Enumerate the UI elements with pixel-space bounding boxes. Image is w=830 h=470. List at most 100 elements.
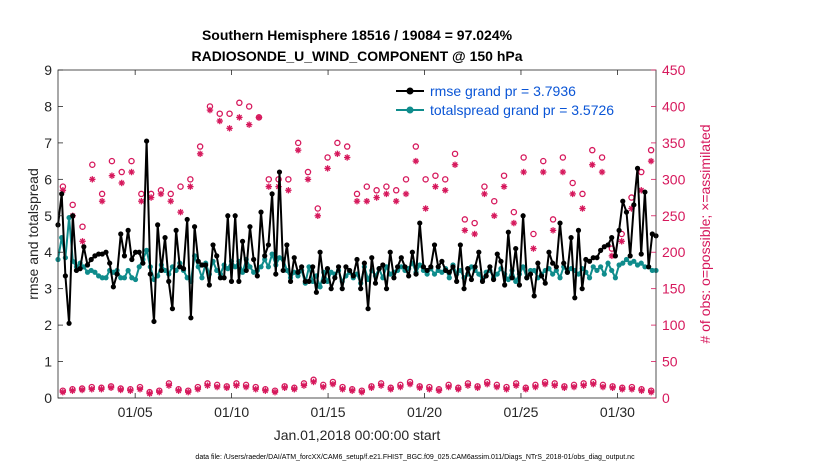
rmse-point-87	[376, 266, 382, 272]
obs-possible-marker-26	[314, 205, 322, 212]
rmse-point-158	[638, 251, 644, 257]
obs-possible-marker-42	[471, 219, 478, 227]
obs-low-assimilated-marker-27	[320, 383, 327, 391]
obs-low-assimilated-marker-39	[435, 387, 443, 394]
obs-possible-marker-8	[138, 190, 145, 198]
obs-assimilated-marker-52	[569, 190, 576, 198]
obs-assimilated-marker-55	[598, 168, 606, 176]
rmse-point-76	[335, 264, 342, 270]
rmse-point-140	[572, 295, 578, 301]
obs-assimilated-marker-47	[520, 168, 527, 176]
obs-possible-marker-28	[334, 139, 341, 147]
obs-possible-marker-14	[196, 143, 204, 150]
totalspread-point-145	[590, 264, 596, 270]
rmse-point-21	[132, 249, 139, 255]
obs-assimilated-marker-49	[540, 168, 547, 176]
obs-possible-marker-4	[98, 190, 106, 198]
totalspread-point-126	[520, 264, 526, 270]
rmse-point-129	[531, 293, 537, 299]
rmse-point-43	[214, 253, 220, 259]
rmse-point-4	[70, 213, 76, 219]
rmse-point-117	[487, 264, 493, 270]
x-tick-label-0: 01/05	[118, 404, 153, 420]
rmse-point-81	[354, 256, 360, 263]
obs-low-assimilated-marker-58	[619, 386, 626, 393]
obs-low-assimilated-marker-17	[223, 384, 230, 391]
rmse-point-91	[391, 275, 397, 281]
y-left-tick-label-8: 8	[44, 98, 52, 114]
obs-assimilated-marker-23	[285, 187, 292, 194]
obs-low-assimilated-marker-12	[175, 387, 182, 394]
totalspread-point-58	[269, 251, 275, 257]
obs-possible-marker-1	[69, 201, 76, 209]
obs-possible-marker-13	[187, 176, 194, 183]
y-right-tick-label-2: 100	[662, 317, 686, 333]
rmse-point-110	[461, 286, 467, 292]
rmse-point-55	[258, 209, 264, 215]
obs-possible-marker-40	[451, 150, 459, 158]
obs-assimilated-marker-46	[510, 219, 518, 227]
rmse-point-142	[579, 286, 585, 292]
obs-low-assimilated-marker-53	[570, 383, 578, 391]
totalspread-point-161	[649, 267, 655, 274]
rmse-point-108	[454, 278, 460, 284]
rmse-point-98	[417, 220, 423, 226]
obs-low-assimilated-marker-48	[522, 386, 529, 393]
obs-low-assimilated-marker-18	[233, 382, 240, 389]
rmse-point-66	[299, 264, 305, 270]
rmse-point-15	[110, 284, 116, 290]
totalspread-point-22	[136, 264, 142, 270]
obs-low-assimilated-marker-52	[561, 384, 568, 391]
obs-low-assimilated-marker-42	[464, 382, 472, 389]
rmse-point-70	[313, 289, 319, 295]
rmse-point-99	[420, 264, 427, 270]
obs-low-assimilated-marker-14	[194, 386, 202, 393]
rmse-point-53	[251, 256, 257, 263]
rmse-point-34	[180, 266, 187, 272]
obs-possible-marker-23	[285, 176, 292, 183]
obs-assimilated-marker-8	[138, 198, 145, 205]
rmse-point-159	[642, 189, 648, 195]
rmse-point-100	[424, 267, 430, 274]
rmse-point-133	[546, 249, 552, 255]
totalspread-point-158	[638, 260, 644, 266]
rmse-point-48	[232, 213, 238, 219]
obs-low-assimilated-marker-45	[493, 383, 501, 391]
rmse-point-144	[586, 258, 593, 264]
obs-low-assimilated-marker-23	[281, 384, 288, 391]
totalspread-point-10	[92, 269, 98, 275]
rmse-point-84	[365, 306, 371, 312]
obs-low-assimilated-marker-25	[300, 382, 308, 389]
obs-low-assimilated-marker-32	[368, 384, 375, 391]
rmse-point-64	[291, 255, 297, 261]
rmse-point-54	[254, 273, 260, 279]
rmse-point-26	[151, 318, 157, 325]
obs-possible-marker-5	[108, 157, 116, 165]
rmse-point-97	[413, 271, 419, 277]
totalspread-point-149	[605, 260, 611, 266]
obs-possible-marker-55	[598, 154, 606, 161]
obs-assimilated-marker-60	[647, 157, 655, 165]
rmse-point-77	[339, 286, 345, 292]
totalspread-point-154	[623, 256, 630, 263]
obs-possible-marker-36	[412, 143, 420, 150]
totalspread-point-71	[317, 284, 323, 290]
rmse-point-83	[361, 260, 367, 266]
totalspread-point-21	[132, 276, 139, 283]
obs-possible-marker-54	[589, 146, 596, 154]
obs-possible-marker-49	[540, 157, 547, 165]
rmse-point-102	[431, 242, 438, 248]
obs-assimilated-marker-3	[89, 176, 96, 183]
totalspread-point-19	[125, 267, 131, 274]
rmse-point-29	[162, 235, 168, 241]
obs-assimilated-marker-53	[579, 205, 586, 212]
rmse-point-123	[509, 275, 515, 281]
obs-assimilated-marker-32	[373, 194, 380, 201]
rmse-point-151	[612, 253, 618, 259]
obs-assimilated-marker-40	[451, 161, 459, 168]
obs-low-assimilated-marker-59	[628, 386, 636, 393]
totalspread-point-106	[446, 275, 452, 281]
obs-possible-marker-51	[559, 154, 567, 161]
obs-low-assimilated-marker-35	[397, 383, 404, 391]
obs-assimilated-marker-36	[412, 157, 420, 165]
